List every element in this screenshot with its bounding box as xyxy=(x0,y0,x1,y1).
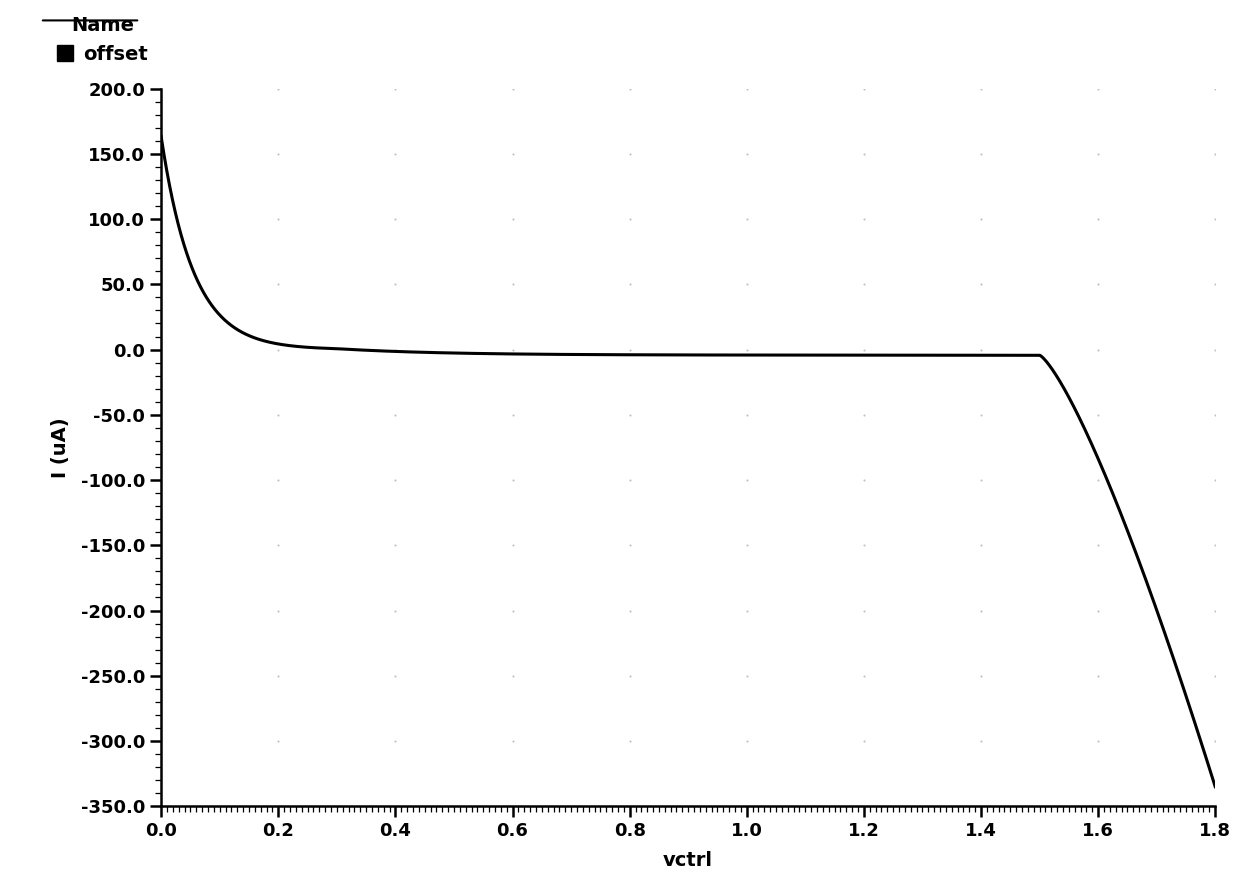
X-axis label: vctrl: vctrl xyxy=(663,851,713,870)
Legend: offset: offset xyxy=(50,9,155,72)
Y-axis label: I (uA): I (uA) xyxy=(51,417,69,478)
